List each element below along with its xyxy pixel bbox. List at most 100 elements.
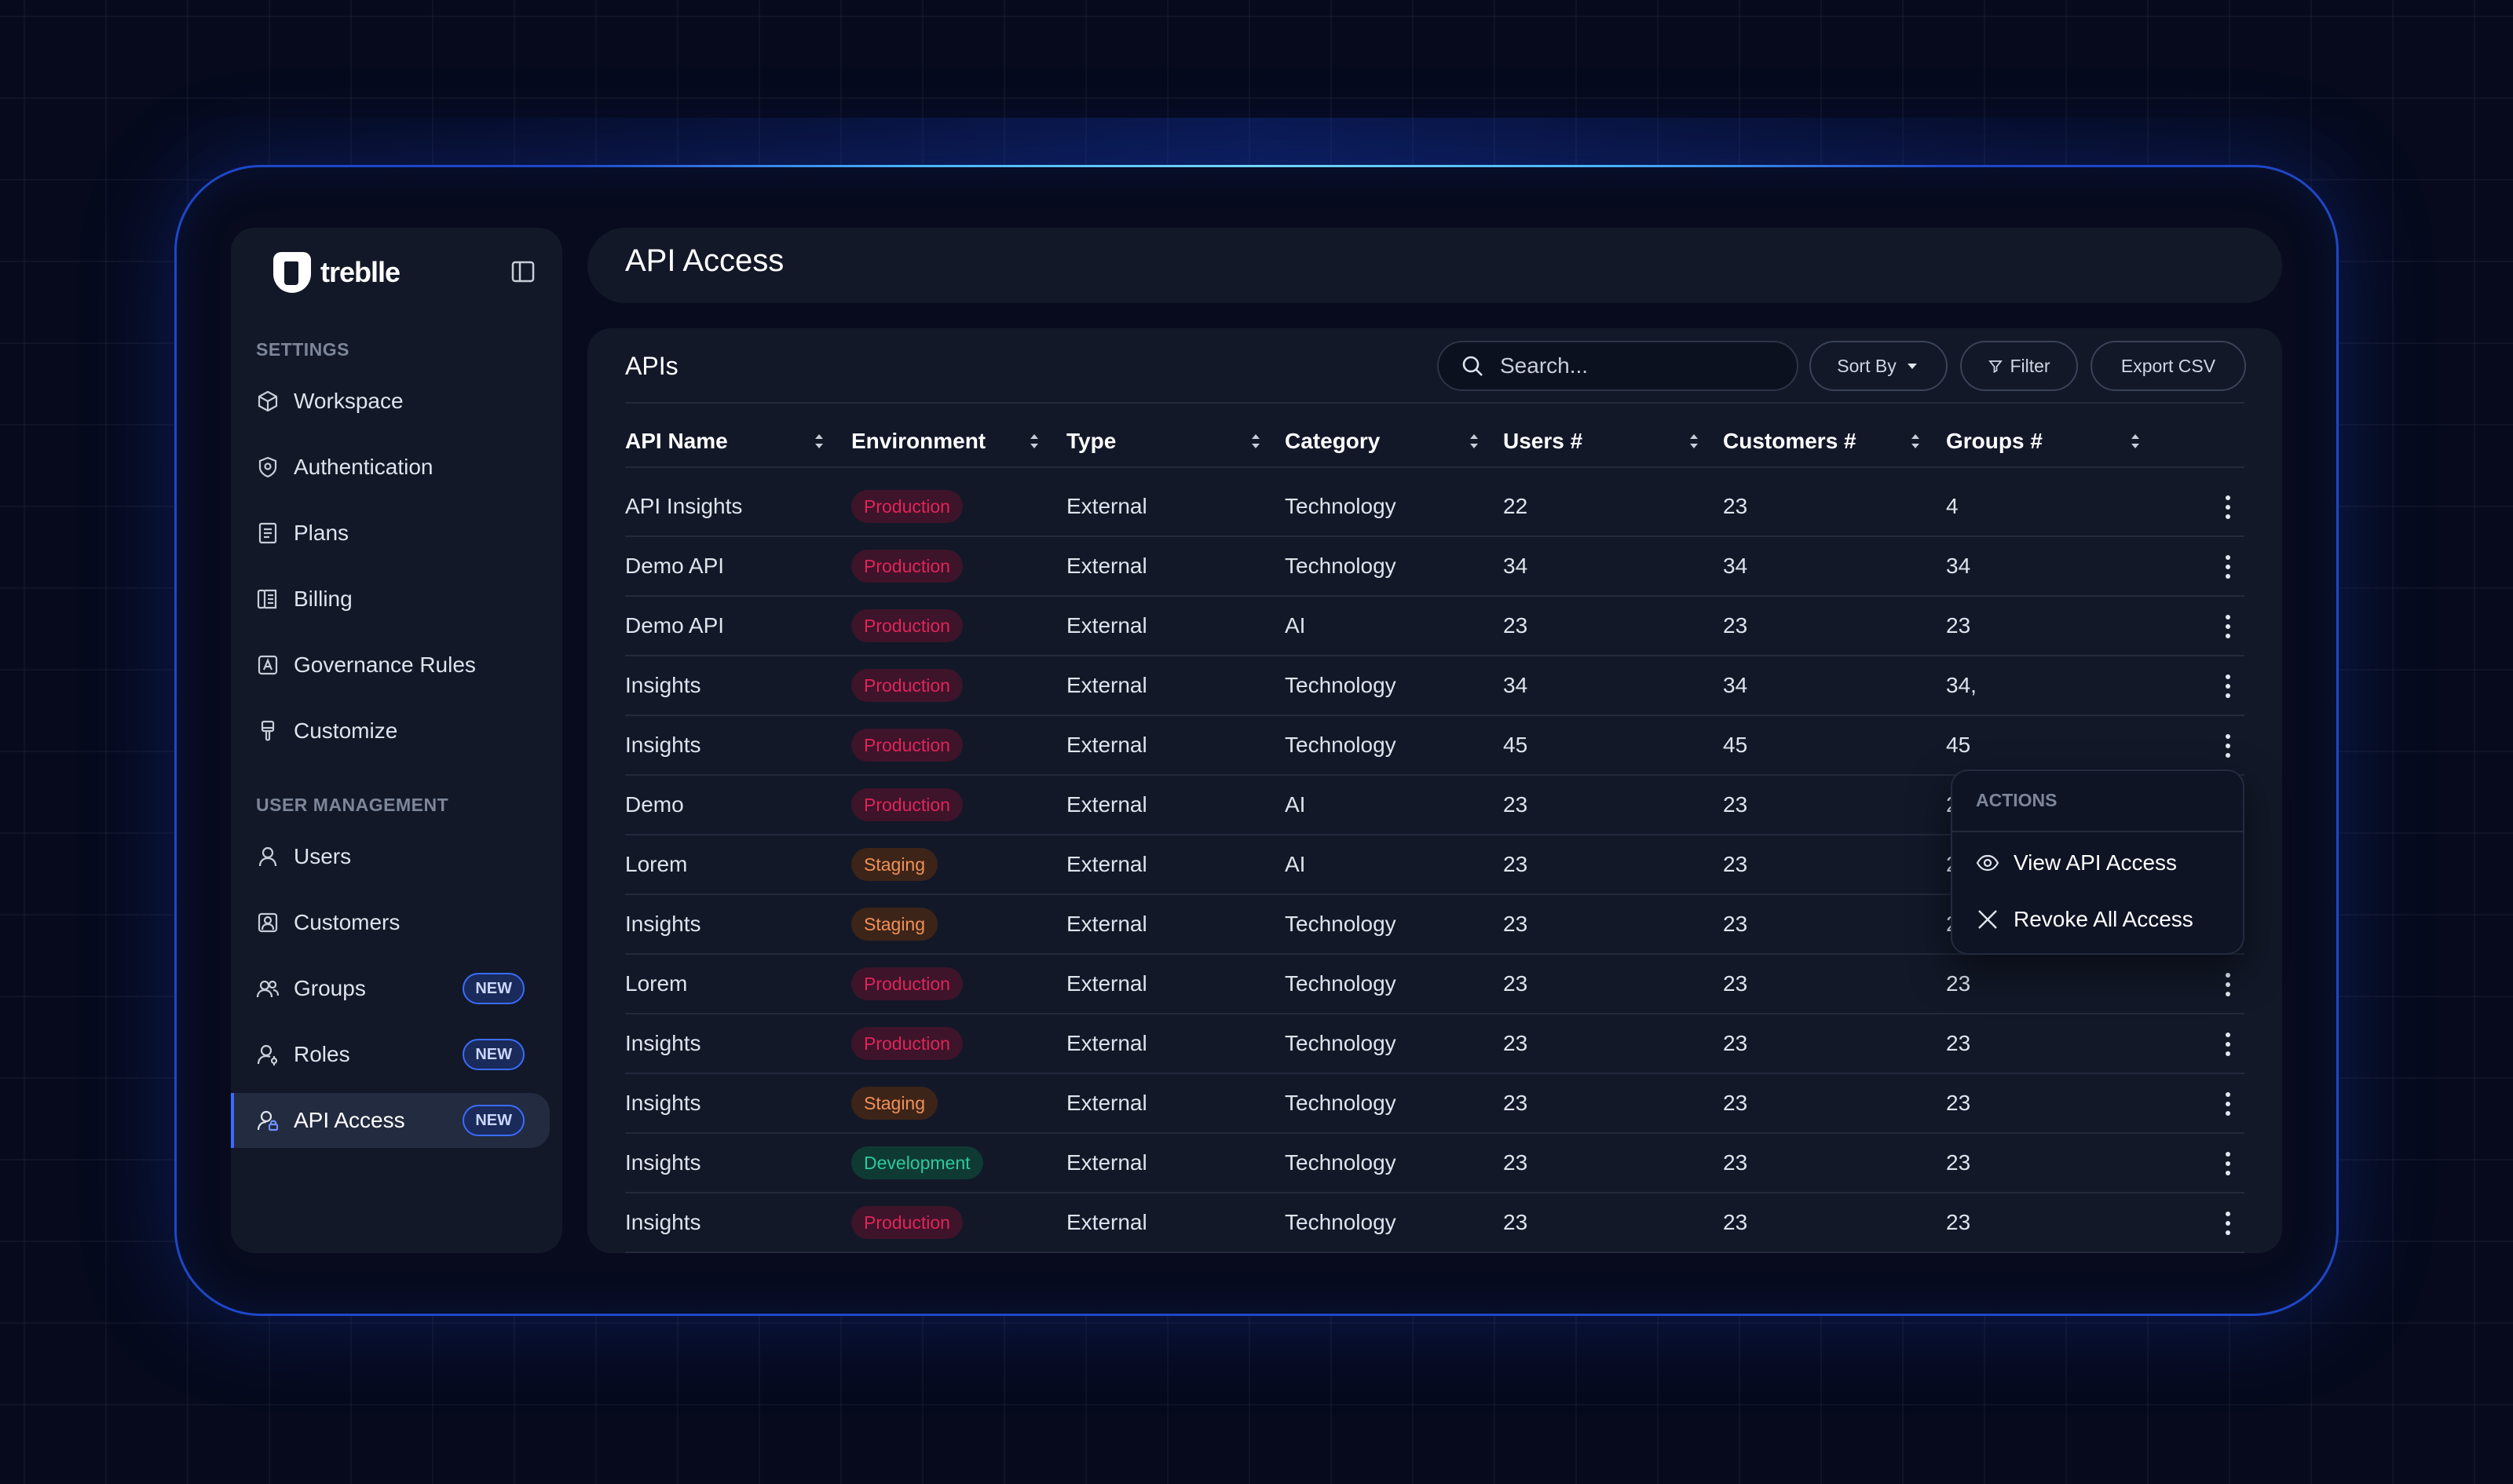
more-options-icon[interactable] bbox=[2222, 970, 2233, 999]
cell-groups: 23 bbox=[1946, 1150, 1971, 1175]
export-csv-button[interactable]: Export CSV bbox=[2091, 341, 2246, 391]
sidebar-item-users[interactable]: Users bbox=[231, 829, 550, 884]
cell-type: External bbox=[1066, 554, 1147, 578]
table-row[interactable]: Demo API Production External AI 23 23 23 bbox=[625, 597, 2244, 656]
column-header-users[interactable]: Users # bbox=[1503, 429, 1583, 453]
environment-badge: Staging bbox=[851, 1087, 938, 1120]
sidebar-item-authentication[interactable]: Authentication bbox=[231, 440, 550, 495]
more-options-icon[interactable] bbox=[2222, 612, 2233, 641]
sort-toggle-icon[interactable] bbox=[1688, 433, 1699, 450]
cell-type: External bbox=[1066, 971, 1147, 996]
close-icon bbox=[1978, 910, 1997, 929]
sidebar-item-groups[interactable]: Groups NEW bbox=[231, 961, 550, 1016]
receipt-icon bbox=[257, 589, 277, 609]
cell-category: AI bbox=[1285, 613, 1306, 638]
more-options-icon[interactable] bbox=[2222, 553, 2233, 581]
cell-groups: 34, bbox=[1946, 673, 1977, 697]
cell-groups: 4 bbox=[1946, 494, 1959, 518]
table-row[interactable]: Insights Staging External Technology 23 23 23 bbox=[625, 1074, 2244, 1134]
logo[interactable]: treblle bbox=[273, 251, 401, 294]
sidebar-item-label: Users bbox=[294, 844, 352, 868]
more-options-icon[interactable] bbox=[2222, 493, 2233, 521]
cell-environment: Production bbox=[851, 1193, 963, 1252]
divider bbox=[625, 466, 2244, 468]
sidebar-item-api-access[interactable]: API Access NEW bbox=[231, 1093, 550, 1148]
view-api-access-menu-item[interactable]: View API Access bbox=[1976, 843, 2177, 883]
cell-environment: Production bbox=[851, 537, 963, 595]
column-header-groups[interactable]: Groups # bbox=[1946, 429, 2043, 453]
cell-users: 23 bbox=[1503, 1031, 1528, 1055]
sidebar-item-roles[interactable]: Roles NEW bbox=[231, 1027, 550, 1082]
sidebar-item-workspace[interactable]: Workspace bbox=[231, 374, 550, 429]
cell-users: 23 bbox=[1503, 971, 1528, 996]
sort-toggle-icon[interactable] bbox=[1469, 433, 1480, 450]
sidebar-item-label: Governance Rules bbox=[294, 652, 476, 677]
sidebar: treblle SETTINGS Workspace Authenticatio… bbox=[231, 228, 562, 1253]
sidebar-item-plans[interactable]: Plans bbox=[231, 506, 550, 561]
cell-customers: 23 bbox=[1723, 971, 1748, 996]
table-row[interactable]: API Insights Production External Technology… bbox=[625, 477, 2244, 537]
sort-toggle-icon[interactable] bbox=[2130, 433, 2141, 450]
more-options-icon[interactable] bbox=[2222, 672, 2233, 700]
table-row[interactable]: Lorem Production External Technology 23 23 23 bbox=[625, 955, 2244, 1014]
column-header-api-name[interactable]: API Name bbox=[625, 429, 728, 453]
table-row[interactable]: Insights Production External Technology 45 45… bbox=[625, 716, 2244, 776]
search-input[interactable] bbox=[1500, 353, 1783, 378]
more-options-icon[interactable] bbox=[2222, 1209, 2233, 1237]
sort-by-button[interactable]: Sort By bbox=[1809, 341, 1948, 391]
more-options-icon[interactable] bbox=[2222, 1090, 2233, 1118]
table-row[interactable]: Insights Production External Technology 23 23… bbox=[625, 1014, 2244, 1074]
cell-type: External bbox=[1066, 673, 1147, 697]
revoke-all-access-menu-item[interactable]: Revoke All Access bbox=[1976, 900, 2193, 939]
column-header-customers[interactable]: Customers # bbox=[1723, 429, 1856, 453]
sidebar-item-label: Roles bbox=[294, 1042, 350, 1066]
api-access-icon bbox=[257, 1110, 279, 1131]
cell-environment: Production bbox=[851, 477, 963, 535]
cell-api-name: Insights bbox=[625, 1091, 701, 1115]
search-icon bbox=[1462, 356, 1483, 376]
cell-groups: 34 bbox=[1946, 554, 1971, 578]
sidebar-item-customers[interactable]: Customers bbox=[231, 895, 550, 950]
cell-environment: Development bbox=[851, 1134, 983, 1192]
table-row[interactable]: Insights Production External Technology 34 34… bbox=[625, 656, 2244, 716]
environment-badge: Production bbox=[851, 967, 963, 1000]
new-badge: NEW bbox=[463, 973, 525, 1004]
cell-type: External bbox=[1066, 1091, 1147, 1115]
table-row[interactable]: Demo API Production External Technology 34 34… bbox=[625, 537, 2244, 597]
cell-users: 23 bbox=[1503, 1091, 1528, 1115]
column-header-type[interactable]: Type bbox=[1066, 429, 1117, 453]
sort-toggle-icon[interactable] bbox=[1250, 433, 1261, 450]
search-box[interactable] bbox=[1437, 341, 1798, 391]
cell-customers: 23 bbox=[1723, 613, 1748, 638]
filter-button[interactable]: Filter bbox=[1960, 341, 2078, 391]
sidebar-item-billing[interactable]: Billing bbox=[231, 572, 550, 627]
table-row[interactable]: Insights Production External Technology 23 23… bbox=[625, 1193, 2244, 1253]
column-header-environment[interactable]: Environment bbox=[851, 429, 986, 453]
more-options-icon[interactable] bbox=[2222, 1150, 2233, 1178]
cell-customers: 23 bbox=[1723, 494, 1748, 518]
cell-category: Technology bbox=[1285, 1031, 1396, 1055]
sort-toggle-icon[interactable] bbox=[1910, 433, 1921, 450]
sidebar-item-customize[interactable]: Customize bbox=[231, 704, 550, 758]
sort-toggle-icon[interactable] bbox=[814, 433, 825, 450]
page-title: API Access bbox=[625, 243, 785, 278]
cell-api-name: API Insights bbox=[625, 494, 743, 518]
column-header-category[interactable]: Category bbox=[1285, 429, 1381, 453]
cell-category: Technology bbox=[1285, 912, 1396, 936]
environment-badge: Production bbox=[851, 609, 963, 642]
more-options-icon[interactable] bbox=[2222, 1030, 2233, 1058]
table-row[interactable]: LoremStagingExternalAI23232 bbox=[625, 835, 2244, 895]
cell-users: 45 bbox=[1503, 733, 1528, 757]
table-row[interactable]: Insights Development External Technology 23 2… bbox=[625, 1134, 2244, 1193]
cell-api-name: Insights bbox=[625, 912, 701, 936]
paintbrush-icon bbox=[261, 720, 275, 741]
logo-text: treblle bbox=[320, 256, 401, 288]
cell-users: 34 bbox=[1503, 554, 1528, 578]
sidebar-item-governance-rules[interactable]: Governance Rules bbox=[231, 638, 550, 693]
table-row[interactable]: DemoProductionExternalAI23232 bbox=[625, 776, 2244, 835]
collapse-sidebar-button[interactable] bbox=[510, 259, 536, 284]
cell-environment: Production bbox=[851, 597, 963, 655]
sort-toggle-icon[interactable] bbox=[1029, 433, 1040, 450]
more-options-icon[interactable] bbox=[2222, 732, 2233, 760]
